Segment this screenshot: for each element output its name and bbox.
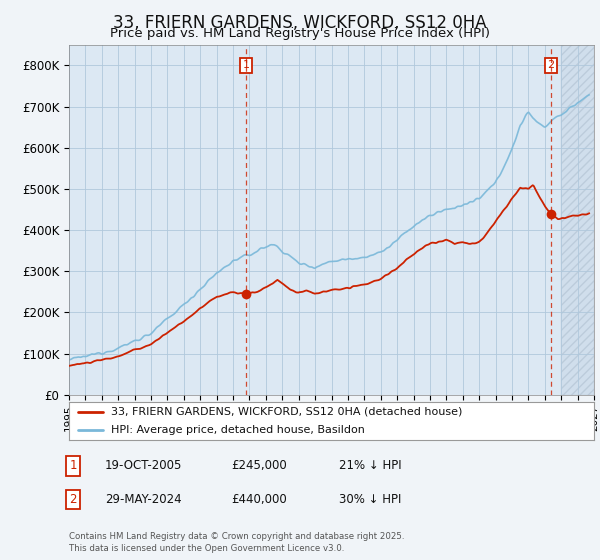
Text: £440,000: £440,000	[231, 493, 287, 506]
Text: 19-OCT-2005: 19-OCT-2005	[105, 459, 182, 473]
Text: 29-MAY-2024: 29-MAY-2024	[105, 493, 182, 506]
Text: 1: 1	[70, 459, 77, 473]
Text: HPI: Average price, detached house, Basildon: HPI: Average price, detached house, Basi…	[111, 425, 365, 435]
Text: 2: 2	[547, 60, 554, 71]
Text: Contains HM Land Registry data © Crown copyright and database right 2025.
This d: Contains HM Land Registry data © Crown c…	[69, 533, 404, 553]
Text: 33, FRIERN GARDENS, WICKFORD, SS12 0HA: 33, FRIERN GARDENS, WICKFORD, SS12 0HA	[113, 14, 487, 32]
Text: Price paid vs. HM Land Registry's House Price Index (HPI): Price paid vs. HM Land Registry's House …	[110, 27, 490, 40]
Text: 30% ↓ HPI: 30% ↓ HPI	[339, 493, 401, 506]
Text: 2: 2	[70, 493, 77, 506]
Text: 33, FRIERN GARDENS, WICKFORD, SS12 0HA (detached house): 33, FRIERN GARDENS, WICKFORD, SS12 0HA (…	[111, 407, 463, 417]
Text: £245,000: £245,000	[231, 459, 287, 473]
Text: 21% ↓ HPI: 21% ↓ HPI	[339, 459, 401, 473]
Bar	[561, 45, 594, 395]
Text: 1: 1	[242, 60, 250, 71]
